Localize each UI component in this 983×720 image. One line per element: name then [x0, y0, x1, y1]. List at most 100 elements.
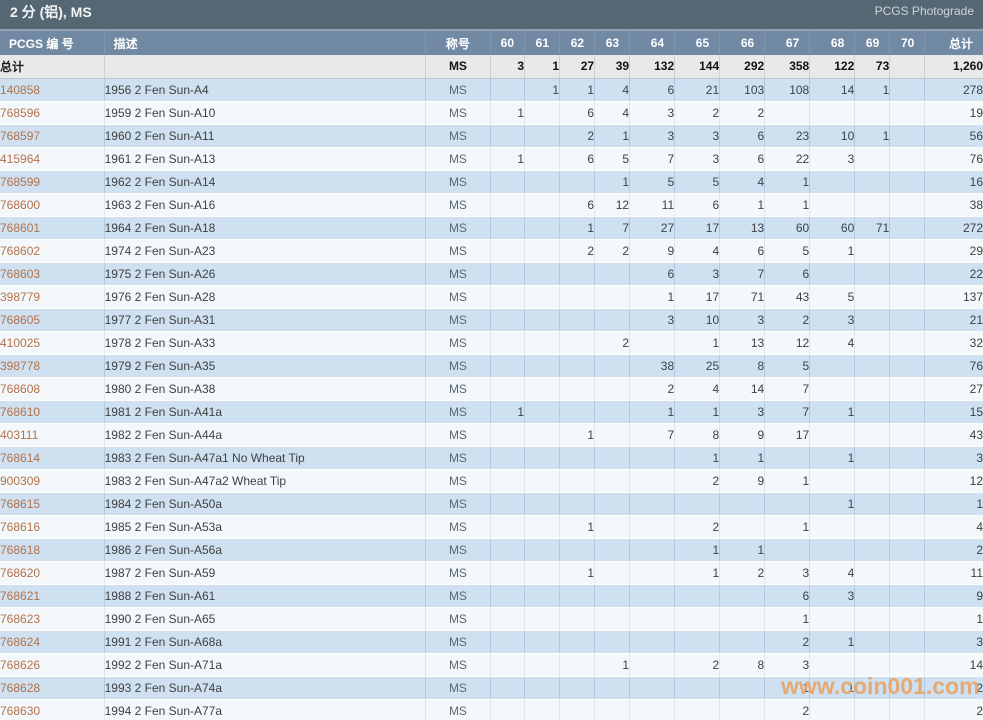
grade-62-count	[559, 492, 596, 516]
table-row: 415964 1961 2 Fen Sun-A13 MS 1 6 5 7 3 6 22 3 76	[0, 147, 983, 171]
grade-61-count	[524, 538, 561, 562]
pcgs-number-link[interactable]: 398779	[0, 285, 105, 309]
grade-65-count: 2	[674, 515, 721, 539]
pcgs-number-link[interactable]: 768599	[0, 170, 105, 194]
grade-69-count: 71	[854, 216, 891, 240]
grade-68-count	[809, 653, 856, 677]
pcgs-number-link[interactable]: 768624	[0, 630, 105, 654]
table-row: 398778 1979 2 Fen Sun-A35 MS 38 25 8 5 76	[0, 354, 983, 378]
grade-62-count	[559, 653, 596, 677]
pcgs-number-link[interactable]: 768620	[0, 561, 105, 585]
pcgs-number-link[interactable]: 768614	[0, 446, 105, 470]
grade-62-count	[559, 285, 596, 309]
coin-description: 1960 2 Fen Sun-A11	[104, 124, 426, 148]
table-header-row: PCGS 编 号 描述 称号 60 61 62 63 64 65 66 67 68 69 70 总计	[0, 31, 983, 55]
pcgs-number-link[interactable]: 900309	[0, 469, 105, 493]
pcgs-number-link[interactable]: 768630	[0, 699, 105, 720]
grade-69-count	[854, 515, 891, 539]
row-total: 21	[924, 308, 983, 332]
grade-61-count	[524, 285, 561, 309]
grade-66-count: 1	[719, 538, 766, 562]
grade-68-count	[809, 101, 856, 125]
grade-66-count	[719, 630, 766, 654]
grade-68-count	[809, 193, 856, 217]
coin-description: 1991 2 Fen Sun-A68a	[104, 630, 426, 654]
grade-64-count	[629, 561, 676, 585]
grade-66-count	[719, 584, 766, 608]
pcgs-number-link[interactable]: 768600	[0, 193, 105, 217]
grade-62-count: 1	[559, 216, 596, 240]
pcgs-number-link[interactable]: 768602	[0, 239, 105, 263]
grade-70-count	[889, 78, 926, 102]
grade-66-count	[719, 607, 766, 631]
pcgs-number-link[interactable]: 768615	[0, 492, 105, 516]
coin-description: 1974 2 Fen Sun-A23	[104, 239, 426, 263]
row-total: 76	[924, 147, 983, 171]
grade-61-count	[524, 331, 561, 355]
grade-65-count: 4	[674, 239, 721, 263]
pcgs-photograde-link[interactable]: PCGS Photograde	[874, 4, 974, 18]
pcgs-number-link[interactable]: 403111	[0, 423, 105, 447]
grade-61-count	[524, 239, 561, 263]
grade-68-count	[809, 607, 856, 631]
coin-description: 1988 2 Fen Sun-A61	[104, 584, 426, 608]
pcgs-number-link[interactable]: 768603	[0, 262, 105, 286]
table-row: 768600 1963 2 Fen Sun-A16 MS 6 12 11 6 1 1 38	[0, 193, 983, 217]
grade-61-count	[524, 561, 561, 585]
designation-value: MS	[425, 561, 491, 585]
pcgs-number-link[interactable]: 768618	[0, 538, 105, 562]
pcgs-number-link[interactable]: 768616	[0, 515, 105, 539]
designation-value: MS	[425, 653, 491, 677]
grade-62-count	[559, 331, 596, 355]
grade-66-count: 6	[719, 147, 766, 171]
grade-61-count	[524, 124, 561, 148]
grade-69-count	[854, 147, 891, 171]
pcgs-number-link[interactable]: 768623	[0, 607, 105, 631]
row-total: 1	[924, 492, 983, 516]
grade-60-count	[490, 561, 526, 585]
grade-66-count: 71	[719, 285, 766, 309]
table-row: 768624 1991 2 Fen Sun-A68a MS 2 1 3	[0, 630, 983, 654]
grade-63-count: 4	[594, 78, 631, 102]
row-total: 76	[924, 354, 983, 378]
pcgs-number-link[interactable]: 415964	[0, 147, 105, 171]
grade-65-count	[674, 607, 721, 631]
pcgs-number-link[interactable]: 410025	[0, 331, 105, 355]
coin-description: 1983 2 Fen Sun-A47a2 Wheat Tip	[104, 469, 426, 493]
pcgs-number-link[interactable]: 768605	[0, 308, 105, 332]
grade-69-count	[854, 653, 891, 677]
grade-63-count	[594, 400, 631, 424]
designation-value: MS	[425, 285, 491, 309]
pcgs-number-link[interactable]: 768628	[0, 676, 105, 700]
table-row: 768608 1980 2 Fen Sun-A38 MS 2 4 14 7 27	[0, 377, 983, 401]
table-row: 403111 1982 2 Fen Sun-A44a MS 1 7 8 9 17 43	[0, 423, 983, 447]
grade-64-count	[629, 538, 676, 562]
grade-68-count	[809, 699, 856, 720]
pcgs-number-link[interactable]: 140858	[0, 78, 105, 102]
grade-66-count: 6	[719, 124, 766, 148]
pcgs-number-link[interactable]: 768621	[0, 584, 105, 608]
grade-67-count: 22	[764, 147, 811, 171]
grade-68-count	[809, 170, 856, 194]
pcgs-number-link[interactable]: 398778	[0, 354, 105, 378]
population-report-table: PCGS 编 号 描述 称号 60 61 62 63 64 65 66 67 68 69 70 总计 …	[0, 31, 983, 720]
pcgs-number-link[interactable]: 768597	[0, 124, 105, 148]
pcgs-number-link[interactable]: 768596	[0, 101, 105, 125]
column-header-pcgs-number: PCGS 编 号	[0, 31, 105, 55]
row-total: 272	[924, 216, 983, 240]
grade-68-count: 14	[809, 78, 856, 102]
grade-60-count	[490, 630, 526, 654]
grade-64-count: 6	[629, 78, 676, 102]
totals-grade-65-count: 144	[674, 55, 721, 79]
coin-description: 1980 2 Fen Sun-A38	[104, 377, 426, 401]
grade-67-count	[764, 538, 811, 562]
grade-61-count	[524, 400, 561, 424]
pcgs-number-link[interactable]: 768626	[0, 653, 105, 677]
totals-grade-69-count: 73	[854, 55, 891, 79]
pcgs-number-link[interactable]: 768601	[0, 216, 105, 240]
grade-69-count	[854, 423, 891, 447]
grade-69-count	[854, 492, 891, 516]
designation-value: MS	[425, 308, 491, 332]
pcgs-number-link[interactable]: 768608	[0, 377, 105, 401]
pcgs-number-link[interactable]: 768610	[0, 400, 105, 424]
